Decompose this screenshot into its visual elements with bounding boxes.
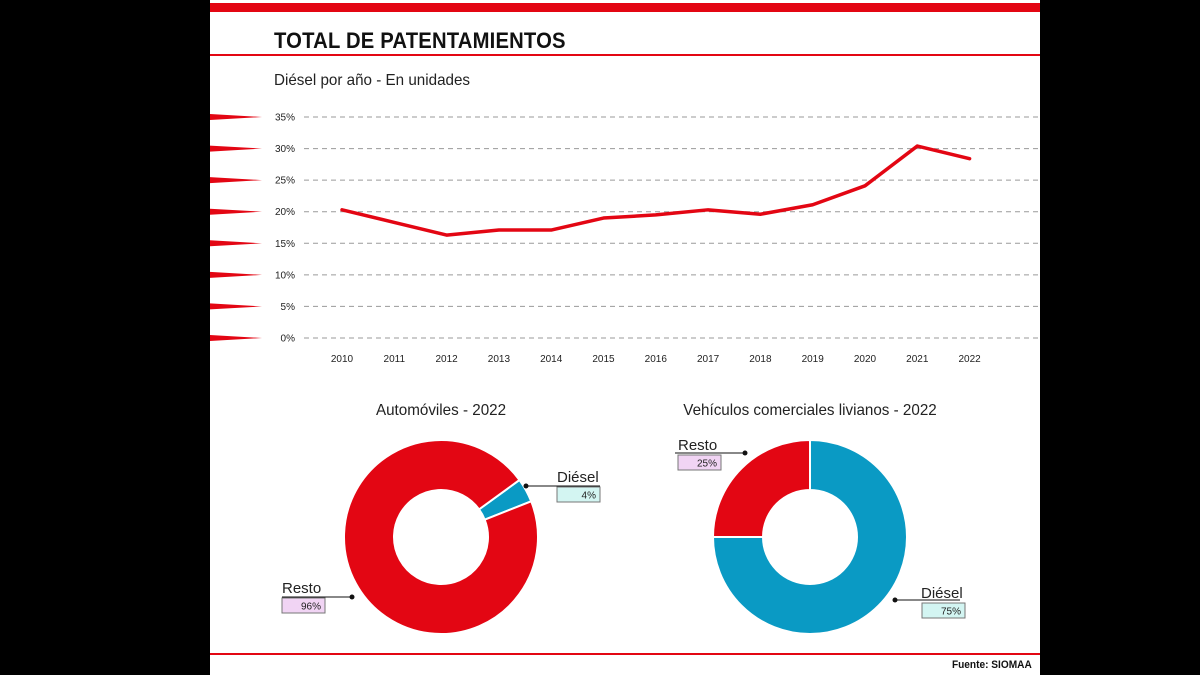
automoviles-donut-chart: Diésel 4% Resto 96% (281, 439, 601, 635)
y-tick-label: 20% (275, 207, 295, 218)
automoviles-chart-title: Automóviles - 2022 (375, 402, 507, 419)
page-title: TOTAL DE PATENTAMIENTOS (274, 28, 566, 53)
y-tick-label: 10% (275, 270, 295, 281)
footer-divider (210, 653, 1040, 655)
y-axis-arrow-marker (210, 303, 262, 310)
x-tick-label: 2012 (435, 354, 458, 365)
diesel-series-line (340, 144, 972, 237)
source-note: Fuente: SIOMAA (952, 659, 1032, 671)
x-tick-label: 2013 (488, 354, 511, 365)
y-axis-arrow-marker (210, 335, 262, 341)
resto-percent-badge (677, 454, 722, 471)
diesel-percent-value: 75% (941, 607, 961, 618)
y-axis-arrow-marker (210, 177, 262, 184)
x-tick-label: 2017 (697, 354, 720, 365)
y-tick-label: 15% (275, 239, 295, 250)
diesel-percent-value: 4% (582, 491, 597, 502)
resto-slice-label: Resto (678, 437, 717, 454)
diesel-percent-badge (921, 602, 966, 619)
x-tick-label: 2022 (958, 354, 981, 365)
y-axis-arrow-marker (210, 208, 262, 215)
y-tick-label: 25% (275, 176, 295, 187)
resto-slice-label: Resto (282, 580, 321, 597)
x-tick-label: 2020 (854, 354, 877, 365)
diesel-line-chart: 0% 5% 10% 15% 20% 25% 30% 35% 2010 2011 2012 2013 2… (210, 113, 1040, 365)
y-tick-label: 35% (275, 113, 295, 124)
diesel-slice (711, 438, 908, 635)
x-tick-label: 2011 (384, 354, 406, 365)
resto-slice (711, 438, 811, 538)
x-tick-label: 2010 (331, 354, 354, 365)
resto-slice (342, 439, 539, 635)
resto-percent-value: 96% (301, 602, 321, 613)
resto-percent-value: 25% (697, 459, 717, 470)
x-tick-label: 2014 (540, 354, 563, 365)
y-tick-label: 0% (281, 334, 296, 345)
diesel-percent-badge (556, 486, 601, 503)
y-axis-arrow-marker (210, 114, 262, 120)
diesel-slice-label: Diésel (921, 585, 963, 602)
comerciales-chart-title: Vehículos comerciales livianos - 2022 (683, 402, 937, 419)
diesel-slice-label: Diésel (557, 469, 599, 486)
comerciales-donut-chart: Diésel 75% Resto 25% (675, 437, 966, 635)
line-chart-subtitle: Diésel por año - En unidades (274, 72, 471, 89)
title-divider (210, 54, 1040, 56)
y-axis-arrow-marker (210, 271, 262, 278)
y-tick-label: 30% (275, 144, 295, 155)
infographic-panel: TOTAL DE PATENTAMIENTOS Diésel por año -… (210, 0, 1040, 675)
x-tick-label: 2016 (645, 354, 668, 365)
x-tick-label: 2015 (592, 354, 615, 365)
resto-percent-badge (281, 597, 326, 614)
y-axis-arrow-marker (210, 240, 262, 247)
x-tick-label: 2021 (906, 354, 929, 365)
y-tick-label: 5% (281, 302, 296, 313)
y-axis-arrow-marker (210, 145, 262, 152)
x-tick-label: 2018 (749, 354, 772, 365)
top-accent-bar (210, 3, 1040, 12)
x-tick-label: 2019 (802, 354, 825, 365)
